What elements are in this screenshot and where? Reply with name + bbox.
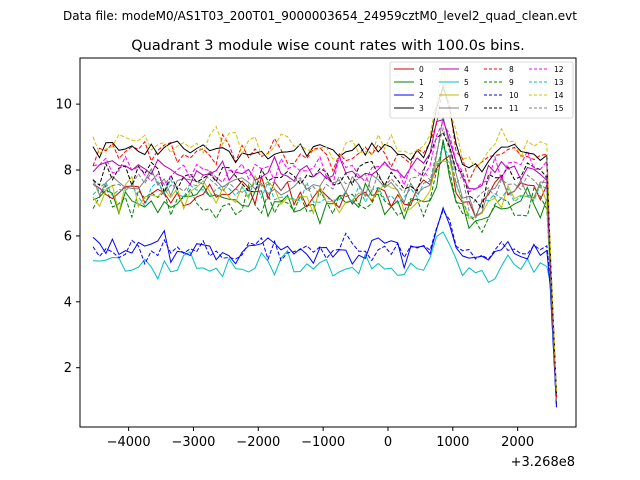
legend-label-3: 3 xyxy=(419,104,424,113)
chart-title: Quadrant 3 module wise count rates with … xyxy=(131,38,525,54)
series-line-13 xyxy=(92,145,557,401)
y-tick-label: 4 xyxy=(64,295,72,310)
y-tick-label: 10 xyxy=(55,98,72,113)
legend-label-9: 9 xyxy=(509,78,514,87)
legend-label-0: 0 xyxy=(419,65,424,74)
x-tick-label: −3000 xyxy=(171,435,215,450)
legend-label-8: 8 xyxy=(509,65,514,74)
legend-label-5: 5 xyxy=(464,78,469,87)
legend-label-12: 12 xyxy=(554,65,564,74)
series-line-6 xyxy=(92,160,557,401)
legend-label-13: 13 xyxy=(554,78,564,87)
series-line-0 xyxy=(92,154,557,401)
series-layer xyxy=(92,68,557,408)
axes-frame xyxy=(79,57,577,428)
y-tick-label: 2 xyxy=(64,361,72,376)
x-tick-label: 2000 xyxy=(501,435,534,450)
series-line-14 xyxy=(92,68,557,395)
series-line-10 xyxy=(92,209,557,408)
legend-label-4: 4 xyxy=(464,65,469,74)
x-tick-label: −2000 xyxy=(236,435,280,450)
series-line-8 xyxy=(92,85,557,398)
legend-label-14: 14 xyxy=(554,91,564,100)
x-offset-label: +3.268e8 xyxy=(511,455,575,470)
series-line-1 xyxy=(92,139,557,401)
legend-label-11: 11 xyxy=(509,104,519,113)
series-line-15 xyxy=(92,126,557,401)
y-axis: 2 4 6 8 10 xyxy=(55,98,80,376)
plot-area xyxy=(80,58,576,427)
y-tick-label: 6 xyxy=(64,229,72,244)
x-tick-label: 0 xyxy=(384,435,392,450)
x-tick-label: −1000 xyxy=(301,435,345,450)
legend-label-1: 1 xyxy=(419,78,424,87)
legend-label-2: 2 xyxy=(419,91,424,100)
series-line-5 xyxy=(92,231,557,408)
data-file-label: Data file: modeM0/AS1T03_200T01_90000036… xyxy=(63,9,577,23)
series-line-4 xyxy=(92,118,557,398)
legend-label-15: 15 xyxy=(554,104,564,113)
series-line-2 xyxy=(92,206,557,408)
legend-label-10: 10 xyxy=(509,91,519,100)
x-tick-label: −4000 xyxy=(107,435,151,450)
legend-label-7: 7 xyxy=(464,104,469,113)
y-tick-label: 8 xyxy=(64,164,72,179)
series-line-12 xyxy=(92,120,557,398)
x-axis: −4000 −3000 −2000 −1000 0 1000 2000 xyxy=(107,427,534,450)
legend-box xyxy=(389,61,574,119)
legend-label-6: 6 xyxy=(464,91,469,100)
x-tick-label: 1000 xyxy=(436,435,469,450)
